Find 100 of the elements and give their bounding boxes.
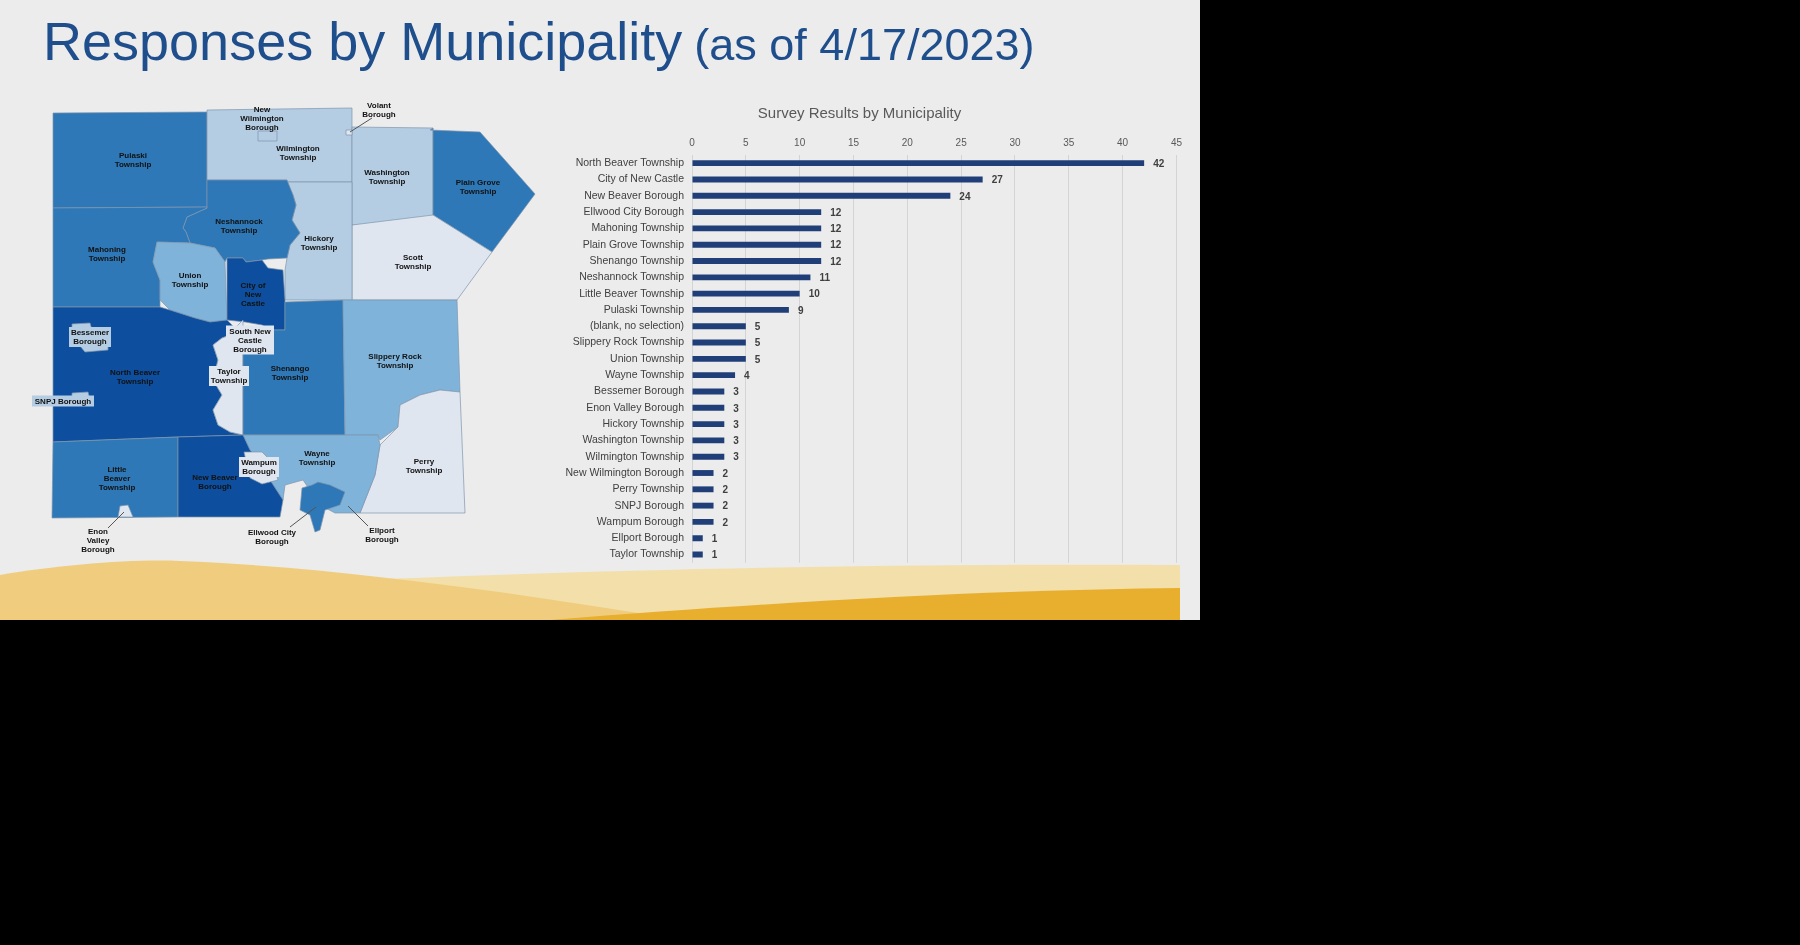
data-label: 24 [959,190,971,202]
y-tick-label: Wilmington Township [585,449,685,462]
data-label: 2 [722,484,729,496]
text: SNPJ Borough [32,395,94,407]
text: Scott Township [393,253,433,271]
y-tick-label: Ellport Borough [611,531,685,544]
text: Little Beaver Township [97,464,137,492]
y-tick-label: Enon Valley Borough [586,400,685,413]
y-tick-label: Pulaski Township [603,302,685,315]
text: Plain Grove Township [454,178,502,196]
data-label: 4 [744,369,751,381]
x-tick-label: 5 [743,136,750,148]
data-label: 5 [754,337,761,349]
text: Union Township [170,271,210,289]
bar [692,453,725,460]
text: Mahoning Township [87,245,127,263]
y-tick-label: City of New Castle [597,172,685,185]
bar [692,160,1145,167]
data-label: 2 [722,467,729,479]
text: Washington Township [363,168,411,186]
x-tick-label: 0 [689,136,696,148]
y-tick-label: Wampum Borough [596,514,685,527]
y-tick-label: SNPJ Borough [614,498,685,511]
bar [692,258,822,264]
text: Shenango Township [269,364,311,382]
y-tick-label: Mahoning Township [591,221,685,234]
y-tick-label: New Beaver Borough [584,188,685,201]
text: Pulaski Township [113,151,153,169]
x-tick-label: 30 [1009,136,1021,148]
bar [692,437,725,444]
data-label: 12 [830,206,842,218]
data-label: 3 [733,402,740,414]
bar [692,225,822,232]
bar [692,241,822,248]
text: South New Castle Borough [226,325,274,355]
bar [692,355,746,362]
y-tick-label: Union Township [610,351,685,364]
data-label: 9 [797,304,804,316]
bar [692,372,736,379]
data-label: 11 [819,272,831,284]
y-tick-label: Shenango Township [589,253,685,266]
data-label: 3 [733,386,740,398]
y-tick-label: Slippery Rock Township [572,335,685,348]
text: (as of 4/17/2023) [694,19,1035,70]
bar [692,209,822,216]
data-label: 1 [711,532,718,544]
bar [692,519,714,525]
y-tick-label: Perry Township [612,482,685,495]
y-tick-label: Washington Township [582,433,685,446]
text: Responses by Municipality [43,11,683,71]
data-label: 3 [733,435,740,447]
text: Volant Borough [361,101,397,119]
text: Wayne Township [297,449,337,467]
data-label: 12 [830,239,842,251]
x-tick-label: 25 [955,136,968,148]
y-tick-label: Taylor Township [609,547,685,560]
y-tick-label: Bessemer Borough [594,384,685,397]
text: Enon Valley Borough [80,526,116,554]
text: New Wilmington Borough [239,104,285,132]
text: Taylor Township [209,366,249,386]
bar [692,290,800,297]
y-tick-label: Hickory Township [602,416,685,429]
text: Hickory Township [299,234,339,252]
data-label: 27 [991,174,1004,186]
x-tick-label: 45 [1170,136,1183,148]
data-label: 2 [722,516,729,528]
y-tick-label: Little Beaver Township [579,286,685,299]
bar [692,470,714,476]
bar [692,535,703,542]
bar [692,486,714,493]
y-tick-label: North Beaver Township [575,156,685,169]
x-tick-label: 10 [794,136,806,148]
y-tick-label: Neshannock Township [579,270,685,283]
data-label: 3 [733,451,740,463]
data-label: 10 [808,288,821,300]
text: New Beaver Borough [191,473,239,491]
x-tick-label: 20 [901,136,914,148]
bar [692,274,811,281]
y-tick-label: (blank, no selection) [590,319,684,332]
text: Wilmington Township [275,144,321,162]
y-tick-label: Wayne Township [605,368,685,381]
data-label: 2 [722,500,729,512]
bar [692,306,789,313]
text: Ellport Borough [364,526,400,544]
data-label: 5 [754,320,761,332]
chart-title: Survey Results by Municipality [757,104,962,122]
data-label: 12 [830,255,842,267]
x-tick-label: 35 [1063,136,1075,148]
y-tick-label: New Wilmington Borough [565,465,685,478]
data-label: 5 [754,353,761,365]
text: Wampum Borough [239,457,279,477]
text: Neshannock Township [214,217,264,235]
text: Slippery Rock Township [367,352,423,370]
y-tick-label: Ellwood City Borough [583,204,685,217]
data-label: 12 [830,223,842,235]
data-label: 1 [711,549,718,561]
text: City of New Castle [239,280,267,308]
bar [692,404,725,411]
bar [692,502,714,509]
data-label: 3 [733,418,740,430]
